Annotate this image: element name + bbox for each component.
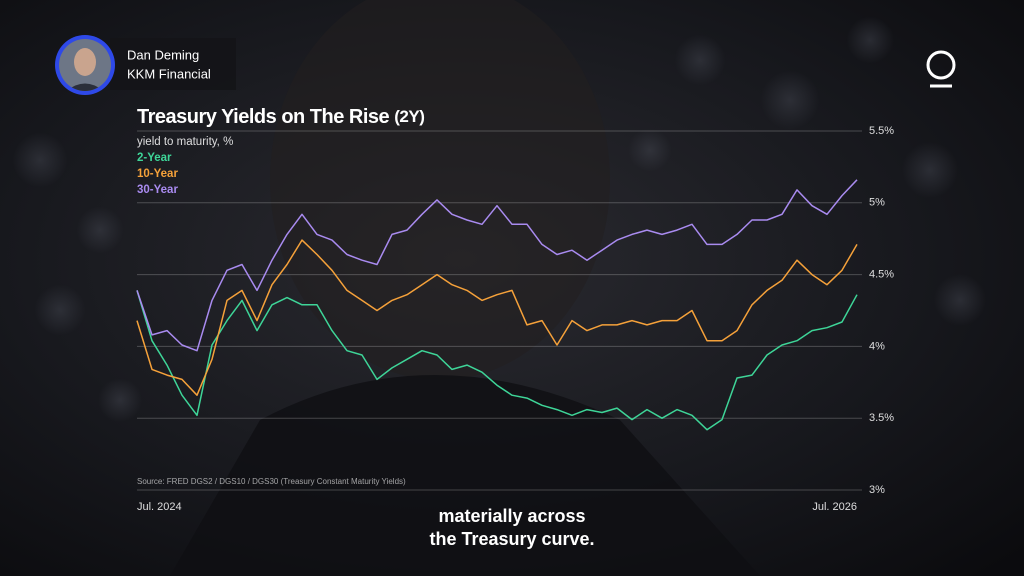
x-tick-label: Jul. 2024 (137, 501, 182, 513)
title-text: Treasury Yields on The Rise (137, 106, 390, 128)
y-tick-label: 4.5% (869, 269, 894, 281)
y-tick-label: 3% (869, 484, 885, 496)
speaker-silhouette (270, 0, 610, 380)
subtitles: materially across the Treasury curve. (429, 506, 594, 549)
avatar (59, 39, 111, 91)
series-line (136, 290, 858, 431)
chart-title: Treasury Yields on The Rise (2Y) (137, 106, 424, 128)
y-tick-label: 5% (869, 197, 885, 209)
legend-entry: 2-Year (137, 152, 172, 164)
caption-line: materially across (438, 506, 585, 526)
x-tick-label: Jul. 2026 (812, 501, 857, 513)
speaker-name: Dan Deming (127, 47, 199, 62)
y-tick-label: 5.5% (869, 125, 894, 137)
series-line (136, 179, 858, 352)
y-tick-label: 3.5% (869, 412, 894, 424)
title-period: (2Y) (394, 107, 424, 126)
suit-silhouette (170, 375, 760, 576)
chart: Treasury Yields on The Rise (2Y) yield t… (136, 106, 894, 513)
chart-source: Source: FRED DGS2 / DGS10 / DGS30 (Treas… (137, 477, 406, 486)
caption-line: the Treasury curve. (429, 529, 594, 549)
lower-third: Dan Deming KKM Financial (55, 35, 236, 95)
name-plate (110, 38, 236, 90)
legend-entry: 10-Year (137, 168, 178, 180)
legend-entry: 30-Year (137, 184, 178, 196)
logo (926, 50, 956, 88)
y-tick-label: 4% (869, 340, 885, 352)
series-line (136, 239, 858, 396)
bokeh (12, 16, 986, 422)
speaker-organization: KKM Financial (127, 66, 211, 81)
chart-subtitle: yield to maturity, % (137, 136, 233, 148)
